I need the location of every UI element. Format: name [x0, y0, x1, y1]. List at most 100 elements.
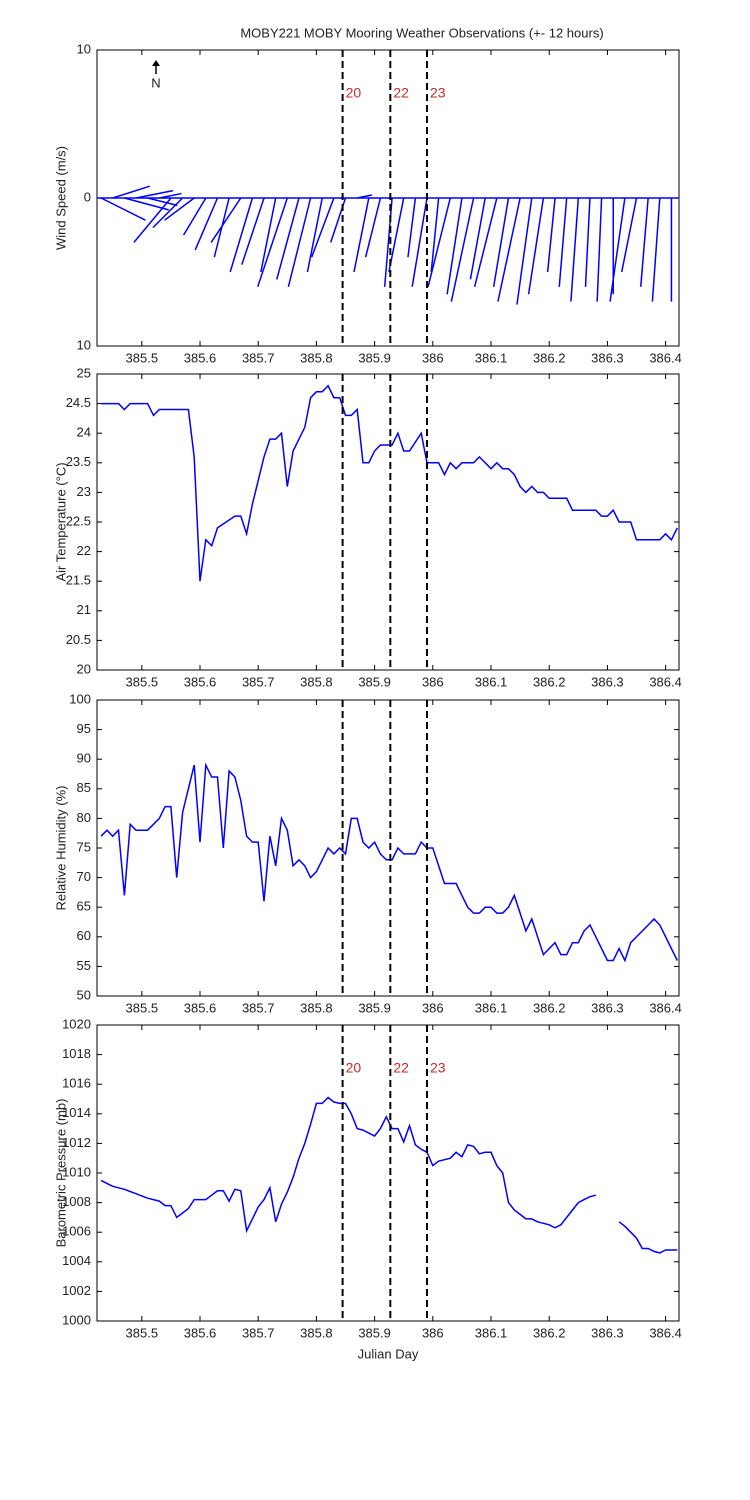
x-tick-label: 386.2: [533, 1000, 566, 1015]
y-tick-label: 80: [77, 810, 91, 825]
y-tick-label: 50: [77, 987, 91, 1002]
x-tick-label: 386.2: [533, 1325, 566, 1340]
x-tick-label: 385.8: [300, 350, 333, 365]
x-tick-label: 386: [422, 1325, 444, 1340]
y-tick-label: 90: [77, 751, 91, 766]
data-line: [100, 1096, 678, 1254]
data-line: [100, 762, 678, 963]
x-tick-label: 385.5: [126, 674, 159, 689]
plot-area: [96, 1024, 680, 1322]
event-label: 20: [346, 1060, 362, 1076]
y-tick-label: 60: [77, 928, 91, 943]
x-tick-label: 385.9: [358, 1000, 391, 1015]
x-tick-label: 385.6: [184, 1325, 217, 1340]
wind-stick: [353, 197, 370, 273]
x-tick-label: 385.7: [242, 1000, 275, 1015]
wind-stick: [194, 197, 219, 251]
wind-stick: [407, 197, 417, 258]
data-line: [101, 384, 678, 582]
x-tick-label: 386.3: [591, 1325, 624, 1340]
x-tick-label: 386: [422, 674, 444, 689]
wind-stick: [584, 197, 591, 287]
event-label: 23: [430, 1060, 446, 1076]
north-label: N: [151, 75, 160, 90]
x-tick-label: 385.7: [242, 1325, 275, 1340]
y-tick-label: 75: [77, 839, 91, 854]
chart-title: MOBY221 MOBY Mooring Weather Observation…: [240, 25, 603, 40]
wind-stick: [364, 197, 382, 258]
event-label: 20: [346, 85, 362, 101]
y-tick-label: 1006: [62, 1224, 91, 1239]
y-tick-label: 1012: [62, 1135, 91, 1150]
wind-stick: [516, 197, 533, 305]
wind-stick: [446, 197, 463, 295]
x-tick-label: 385.9: [358, 350, 391, 365]
x-tick-label: 386.4: [649, 1000, 682, 1015]
x-tick-label: 386.2: [533, 350, 566, 365]
x-tick-label: 386: [422, 1000, 444, 1015]
x-tick-label: 386.1: [475, 1325, 508, 1340]
wind-stick: [383, 197, 393, 287]
wind-stick: [287, 197, 312, 287]
wind-stick: [497, 197, 521, 302]
x-tick-label: 386.3: [591, 674, 624, 689]
y-tick-label: 1008: [62, 1194, 91, 1209]
wind-stick: [527, 197, 545, 295]
wind-stick: [152, 197, 184, 229]
y-tick-label: 1004: [62, 1253, 91, 1268]
wind-stick: [430, 197, 440, 273]
panel: Air Temperature (°C) 385.5 385.6 385.7 385.8…: [53, 365, 681, 689]
wind-stick: [164, 197, 195, 221]
x-tick-label: 385.9: [358, 674, 391, 689]
y-tick-label: 21.5: [66, 573, 91, 588]
wind-stick: [112, 185, 150, 199]
y-axis-label: Barometric Pressure (mb): [53, 1099, 68, 1248]
x-tick-label: 385.6: [184, 674, 217, 689]
y-tick-label: 1020: [62, 1016, 91, 1031]
y-tick-label: 20.5: [66, 632, 91, 647]
y-tick-label: 20: [77, 661, 91, 676]
y-axis-label: Wind Speed (m/s): [53, 146, 68, 250]
x-tick-label: 385.8: [300, 674, 333, 689]
y-tick-label: 100: [69, 691, 91, 706]
event-label: 23: [430, 85, 446, 101]
y-tick-label: 85: [77, 780, 91, 795]
wind-stick: [310, 197, 335, 258]
y-tick-label: 25: [77, 365, 91, 380]
x-tick-label: 386.3: [591, 1000, 624, 1015]
wind-stick: [427, 197, 452, 287]
panel: Barometric Pressure (mb) Julian Day 385.5 3…: [53, 1016, 681, 1361]
wind-stick: [450, 197, 475, 302]
wind-stick: [276, 197, 300, 280]
wind-stick: [609, 197, 626, 302]
event-label: 22: [393, 1060, 409, 1076]
wind-stick: [558, 197, 568, 287]
y-tick-label: 24.5: [66, 395, 91, 410]
plot-area: [96, 373, 680, 671]
x-tick-label: 385.9: [358, 1325, 391, 1340]
wind-stick: [241, 197, 265, 265]
y-tick-label: 70: [77, 869, 91, 884]
wind-stick: [229, 197, 254, 273]
y-tick-label: 23: [77, 484, 91, 499]
y-tick-label: 1000: [62, 1312, 91, 1327]
wind-stick: [411, 197, 428, 287]
wind-stick: [257, 197, 289, 288]
x-tick-label: 385.7: [242, 674, 275, 689]
y-tick-label: 22.5: [66, 513, 91, 528]
y-tick-label: 10: [77, 337, 91, 352]
x-axis-label: Julian Day: [358, 1346, 419, 1361]
panel: MOBY221 MOBY Mooring Weather Observation…: [53, 25, 681, 365]
wind-stick: [210, 197, 242, 243]
wind-stick: [135, 189, 174, 199]
wind-stick: [546, 197, 556, 273]
x-tick-label: 386.1: [475, 350, 508, 365]
wind-stick: [640, 197, 649, 287]
x-tick-label: 386.3: [591, 350, 624, 365]
x-tick-label: 386.2: [533, 674, 566, 689]
y-tick-label: 65: [77, 899, 91, 914]
x-tick-label: 386.1: [475, 1000, 508, 1015]
x-tick-label: 385.7: [242, 350, 275, 365]
wind-stick: [260, 197, 277, 273]
y-tick-label: 24: [77, 425, 91, 440]
